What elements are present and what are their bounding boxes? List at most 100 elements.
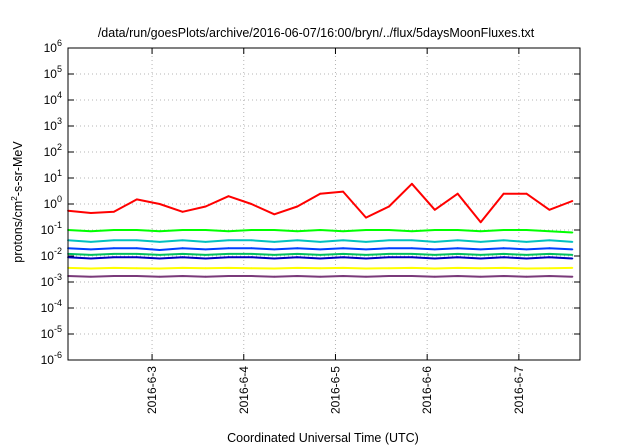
series-6-point	[525, 267, 528, 270]
series-1-point	[319, 229, 322, 231]
series-2-point	[250, 239, 253, 242]
series-3-point	[571, 248, 574, 251]
series-5-point	[319, 257, 322, 260]
series-5-point	[433, 257, 436, 260]
series-7-point	[319, 275, 322, 278]
series-7-point	[250, 275, 253, 277]
series-5-point	[571, 257, 574, 260]
series-3-point	[273, 248, 276, 251]
y-tick-base: 10	[41, 275, 55, 289]
series-3-point	[296, 247, 299, 250]
series-0-point	[365, 216, 367, 219]
y-tick-exp: 0	[57, 194, 62, 204]
series-3-point	[227, 247, 230, 250]
series-lines	[67, 182, 574, 278]
series-5-point	[296, 256, 299, 259]
y-tick-base: 10	[44, 67, 58, 81]
y-tick-label: 10-2	[41, 246, 62, 263]
series-5-point	[250, 256, 253, 259]
series-0-point	[273, 213, 276, 216]
series-4-point	[319, 254, 322, 256]
series-7-point	[135, 275, 138, 277]
series-3-point	[388, 247, 390, 250]
series-2-point	[90, 241, 92, 243]
series-0-point	[433, 208, 436, 211]
series-0-point	[456, 192, 459, 195]
y-tick-base: 10	[44, 145, 58, 159]
series-0-point	[479, 221, 482, 224]
series-4-point	[571, 254, 574, 256]
series-0-point	[411, 182, 413, 185]
x-tick-labels: 2016-6-3 2016-6-4 2016-6-5 2016-6-6 2016-6-7	[145, 366, 526, 414]
y-axis-label-sup: 2	[9, 196, 19, 201]
series-1-point	[113, 229, 115, 231]
x-tick-label: 2016-6-6	[420, 366, 434, 414]
y-axis-label-rest: -s-sr-MeV	[11, 141, 25, 197]
series-6-point	[365, 267, 367, 270]
series-0-point	[204, 205, 207, 208]
y-tick-exp: 3	[57, 116, 62, 126]
y-tick-label: 102	[44, 142, 62, 159]
series-2-point	[113, 239, 115, 242]
series-2-point	[388, 239, 390, 242]
series-6-point	[90, 267, 92, 270]
series-4-point	[296, 253, 299, 255]
series-7-point	[411, 275, 413, 277]
series-1-point	[502, 229, 505, 231]
y-tick-base: 10	[44, 197, 58, 211]
series-7-point	[227, 275, 230, 277]
series-1-point	[296, 230, 299, 233]
series-0-point	[113, 210, 115, 213]
y-axis-label: protons/cm2-s-sr-MeV	[9, 141, 25, 263]
y-tick-base: 10	[44, 93, 58, 107]
series-5-point	[181, 256, 184, 259]
series-0-point	[250, 203, 253, 205]
series-0-point	[227, 195, 230, 198]
series-6-point	[113, 267, 115, 269]
series-1-point	[479, 230, 482, 233]
y-tick-base: 10	[44, 41, 58, 55]
y-tick-base: 10	[44, 171, 58, 185]
series-1-point	[273, 229, 276, 231]
series-3-point	[433, 248, 436, 251]
y-tick-exp: -4	[54, 298, 62, 308]
series-0-point	[388, 205, 390, 208]
series-7-point	[571, 275, 574, 278]
series-4-point	[204, 254, 207, 256]
series-5-point	[273, 257, 276, 260]
x-tick-label: 2016-6-5	[328, 366, 342, 414]
series-0-point	[181, 210, 184, 213]
series-2-point	[296, 239, 299, 242]
series-5-point	[525, 257, 528, 260]
y-tick-label: 103	[44, 116, 62, 133]
series-7-point	[296, 275, 299, 277]
y-tick-label: 106	[44, 38, 62, 55]
series-4-point	[365, 254, 367, 256]
y-tick-label: 105	[44, 64, 62, 81]
y-tick-label: 104	[44, 90, 62, 107]
series-1-point	[158, 230, 161, 233]
y-tick-base: 10	[41, 249, 55, 263]
series-0-point	[548, 208, 551, 211]
series-0-point	[342, 190, 344, 193]
series-2-point	[456, 239, 459, 242]
series-0-point	[158, 203, 161, 205]
y-tick-base: 10	[44, 119, 58, 133]
series-2-point	[181, 239, 184, 242]
series-5-point	[342, 256, 344, 259]
series-6-point	[204, 267, 207, 270]
series-4-point	[90, 254, 92, 256]
series-0-point	[319, 192, 322, 195]
series-3-point	[204, 248, 207, 251]
series-2-point	[502, 239, 505, 242]
series-6-point	[548, 267, 551, 270]
series-6-point	[479, 267, 482, 270]
series-3-point	[135, 247, 138, 250]
y-tick-exp: -5	[54, 324, 62, 334]
series-6-point	[456, 267, 459, 269]
y-axis-label-main: protons/cm	[11, 201, 25, 263]
x-tick-label: 2016-6-4	[237, 366, 251, 414]
plot-frame	[67, 47, 581, 361]
series-1-point	[181, 229, 184, 231]
series-1-point	[548, 230, 551, 233]
